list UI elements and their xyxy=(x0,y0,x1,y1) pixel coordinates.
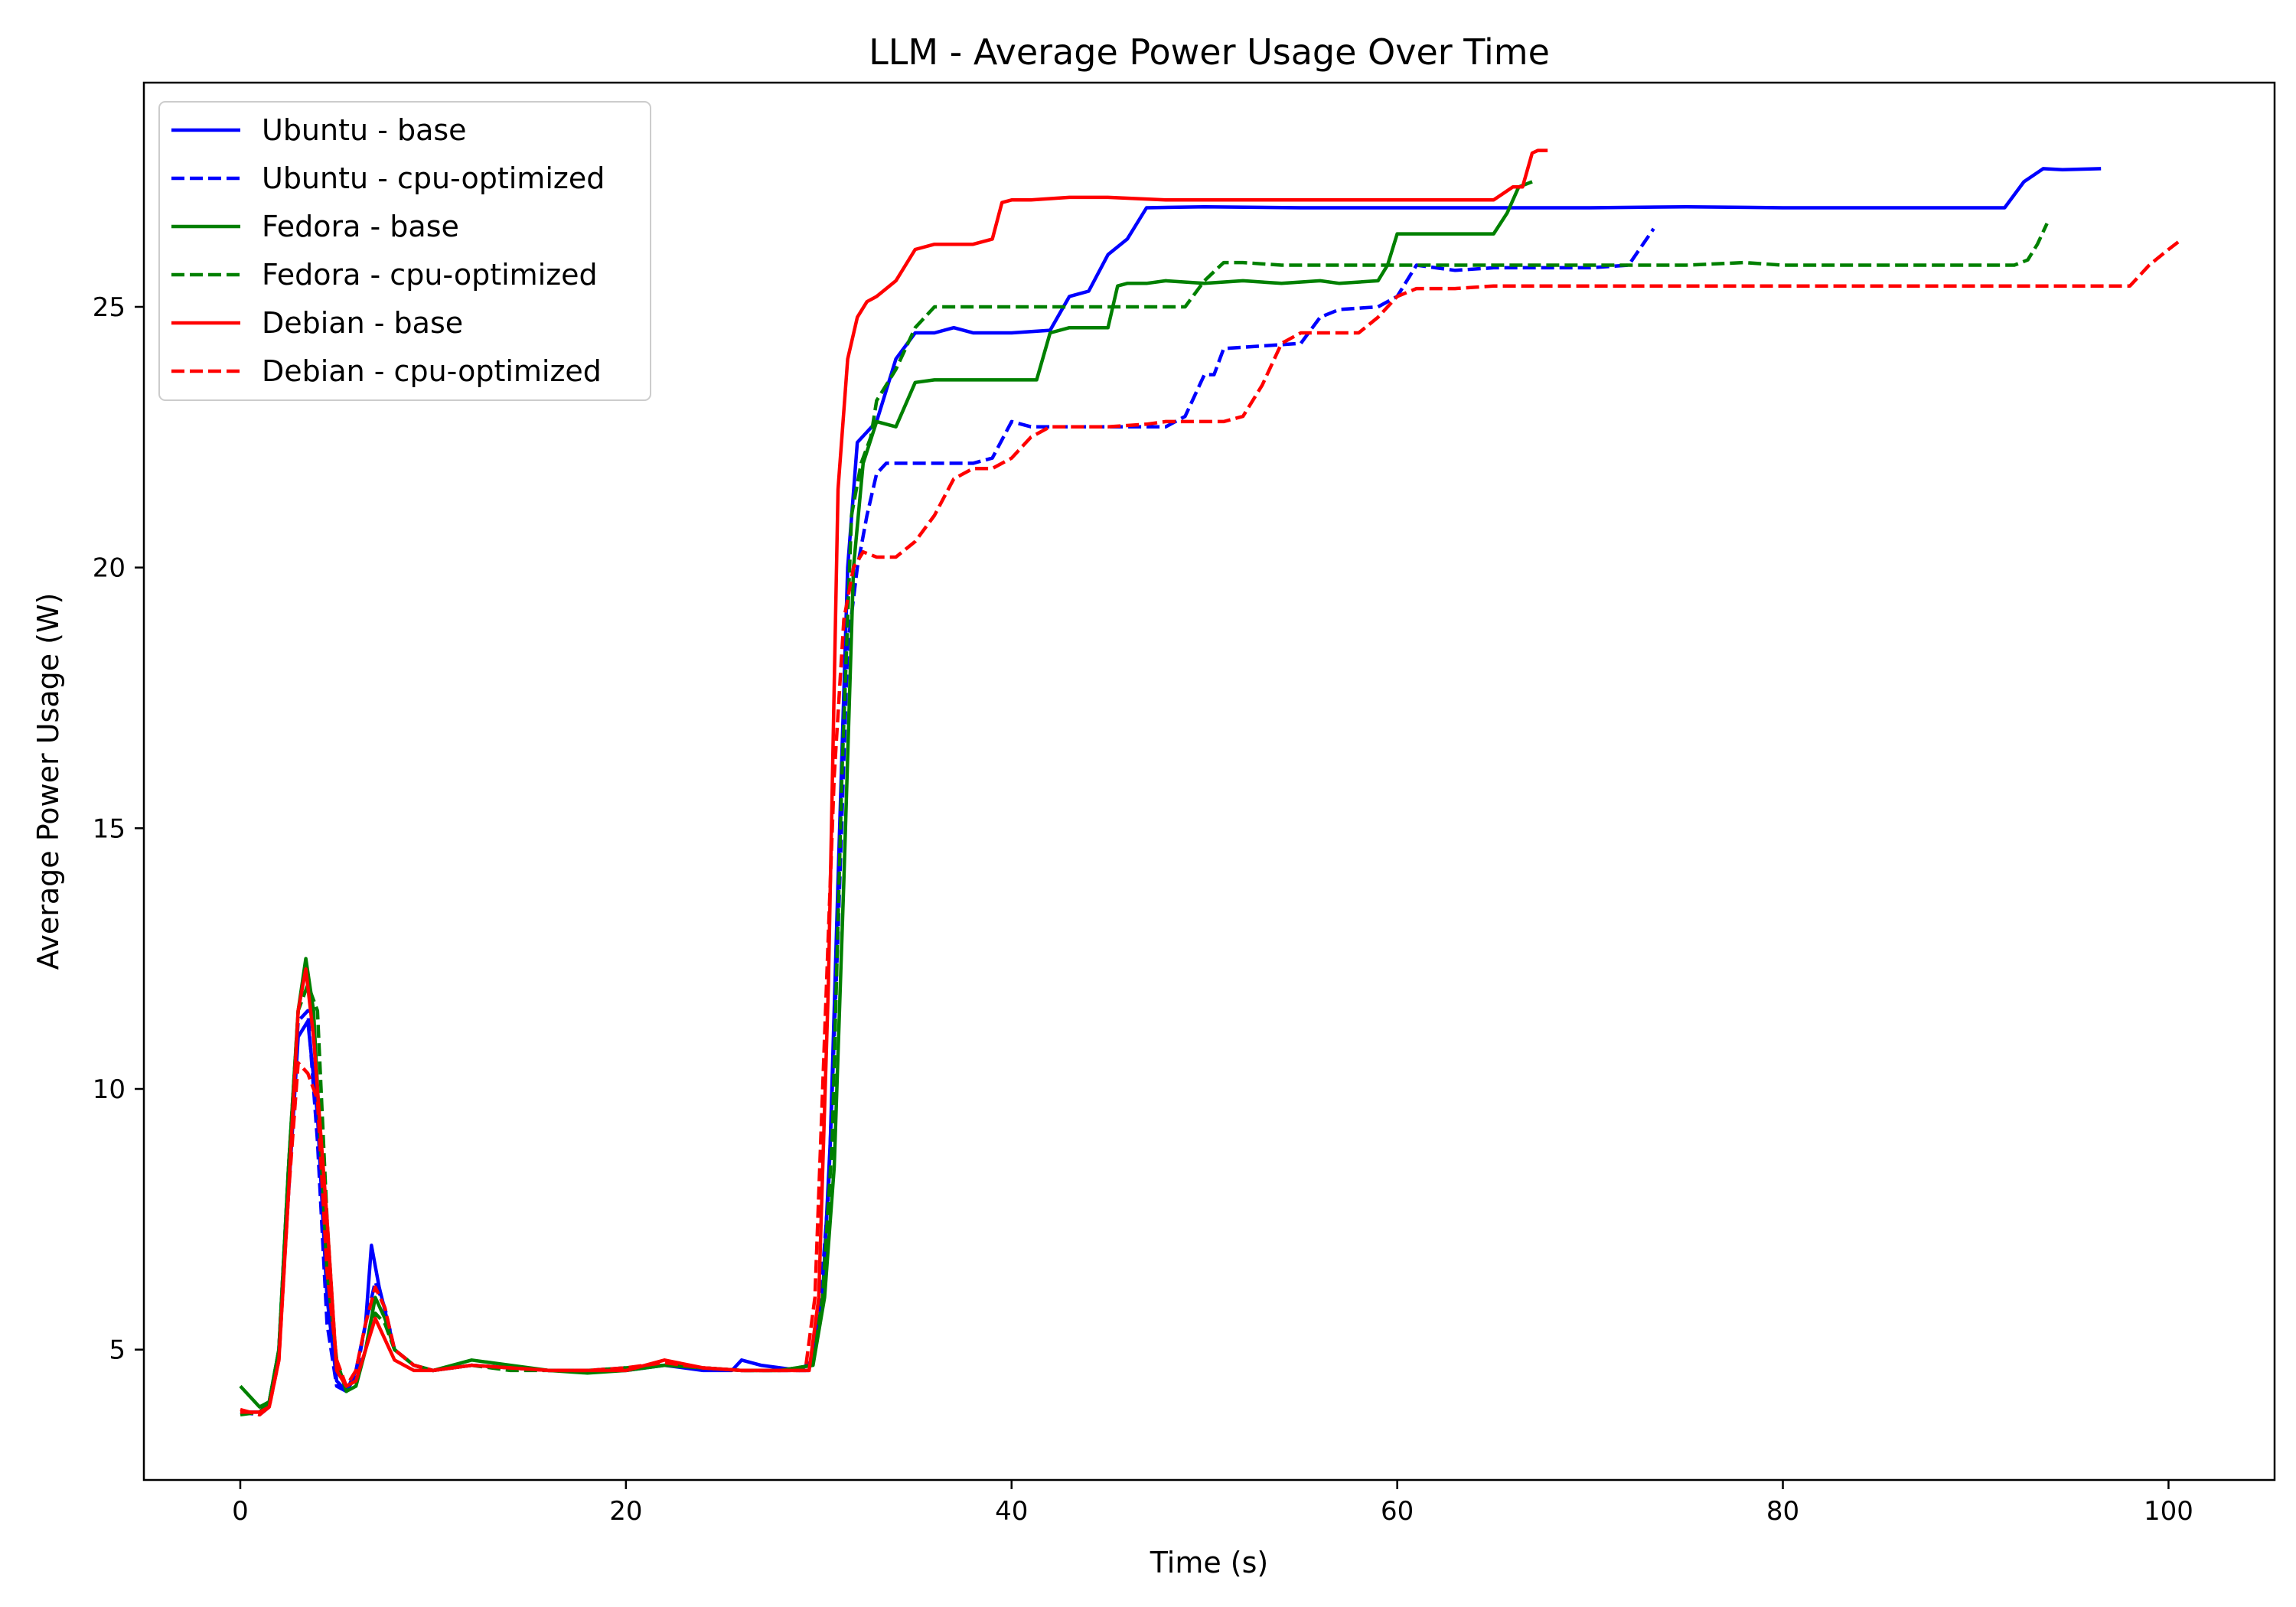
y-tick-label: 10 xyxy=(93,1074,126,1105)
legend-label: Fedora - base xyxy=(262,210,459,243)
y-axis-label: Average Power Usage (W) xyxy=(31,593,65,970)
x-axis: 0 20 40 60 80 100 xyxy=(232,1480,2193,1527)
series-layer xyxy=(239,148,2183,1417)
y-tick-label: 20 xyxy=(93,553,126,584)
x-tick-label: 80 xyxy=(1766,1496,1799,1527)
x-tick-label: 100 xyxy=(2144,1496,2193,1527)
legend: Ubuntu - base Ubuntu - cpu-optimized Fedor… xyxy=(158,101,651,401)
series-line-fedora-cpu-optimized xyxy=(240,223,2049,1417)
y-tick-label: 25 xyxy=(93,292,126,323)
x-tick-label: 20 xyxy=(609,1496,642,1527)
legend-label: Fedora - cpu-optimized xyxy=(262,258,598,292)
x-axis-label: Time (s) xyxy=(1150,1546,1269,1579)
chart-title: LLM - Average Power Usage Over Time xyxy=(869,31,1550,73)
plot-frame xyxy=(142,81,2276,1482)
plot-area xyxy=(142,81,2276,1482)
y-tick-label: 5 xyxy=(109,1335,126,1366)
x-tick-label: 40 xyxy=(995,1496,1028,1527)
legend-label: Debian - base xyxy=(262,306,463,340)
series-line-debian-base xyxy=(240,148,1548,1414)
legend-label: Ubuntu - base xyxy=(262,113,467,147)
x-tick-label: 60 xyxy=(1381,1496,1414,1527)
y-axis: 5 10 15 20 25 xyxy=(93,292,144,1366)
legend-box xyxy=(158,101,651,401)
legend-label: Ubuntu - cpu-optimized xyxy=(262,161,605,195)
y-tick-label: 15 xyxy=(93,813,126,844)
legend-label: Debian - cpu-optimized xyxy=(262,354,602,388)
series-line-debian-cpu-optimized xyxy=(240,237,2183,1417)
x-tick-label: 0 xyxy=(232,1496,249,1527)
